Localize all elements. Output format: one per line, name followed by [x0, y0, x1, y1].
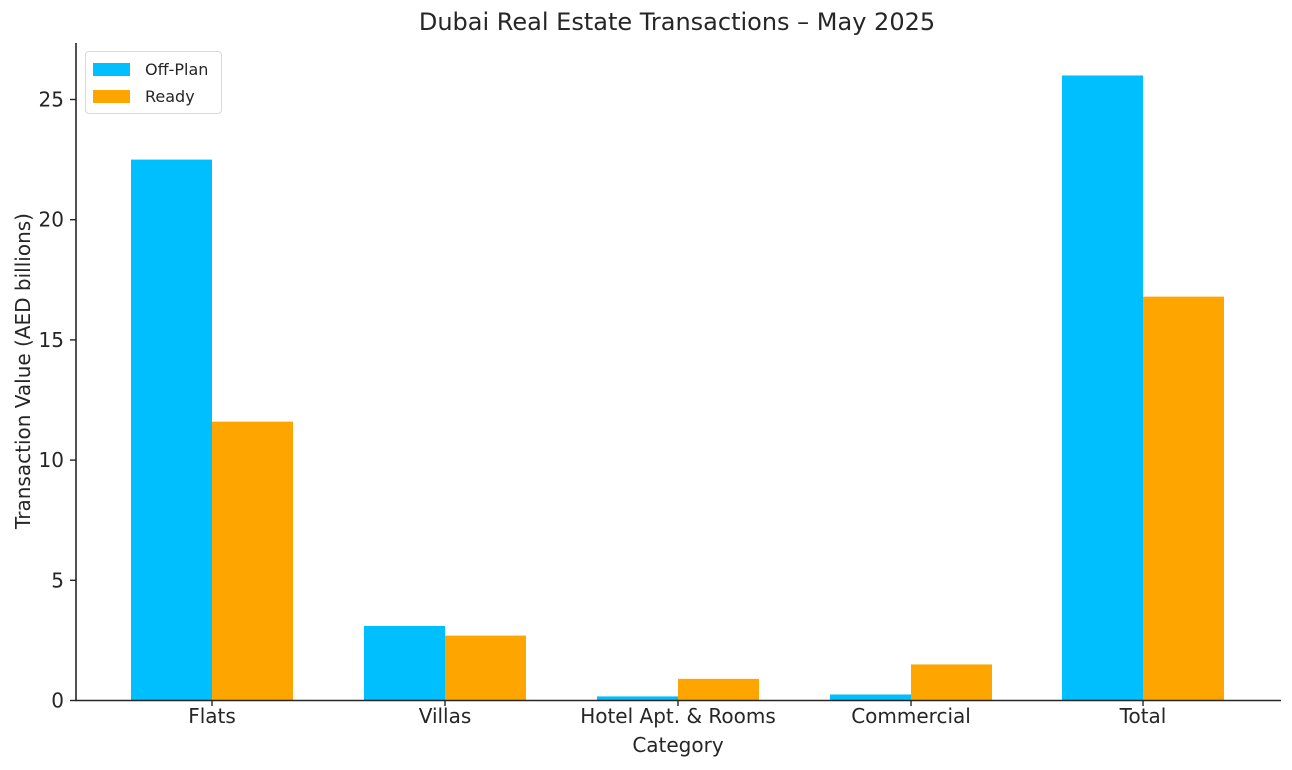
legend-item-off-plan: Off-Plan — [93, 59, 208, 79]
y-tick-label: 15 — [39, 328, 64, 352]
bar-ready-villas — [445, 635, 526, 701]
bar-ready-total — [1143, 296, 1224, 701]
y-axis-label: Transaction Value (AED billions) — [11, 213, 35, 530]
y-tick-label: 10 — [39, 448, 64, 472]
x-axis-ticks: Flats Villas Hotel Apt. & Rooms Commercial T… — [188, 700, 1166, 728]
x-axis-label: Category — [632, 733, 724, 757]
bar-off-plan-villas — [364, 625, 445, 701]
bar-ready-hotel-apt-rooms — [678, 678, 759, 701]
y-tick-label: 20 — [39, 208, 64, 232]
x-tick-label: Hotel Apt. & Rooms — [580, 704, 776, 728]
y-tick-label: 25 — [39, 88, 64, 112]
y-tick-label: 5 — [51, 568, 64, 592]
x-tick-label: Total — [1119, 704, 1167, 728]
x-tick-label: Flats — [188, 704, 236, 728]
legend-label: Ready — [145, 86, 195, 106]
x-tick-label: Villas — [419, 704, 472, 728]
legend: Off-Plan Ready — [85, 51, 222, 114]
bars-group — [131, 75, 1224, 701]
y-tick-label: 0 — [51, 689, 64, 713]
bar-off-plan-flats — [131, 159, 212, 701]
legend-swatch-ready — [93, 89, 130, 103]
x-tick-label: Commercial — [851, 704, 971, 728]
y-axis-ticks: 0 5 10 15 20 25 — [39, 88, 76, 713]
bar-off-plan-total — [1062, 75, 1143, 701]
bar-ready-commercial — [911, 664, 992, 701]
bar-ready-flats — [212, 421, 293, 701]
bar-off-plan-commercial — [830, 694, 911, 701]
bar-off-plan-hotel-apt-rooms — [597, 696, 678, 701]
legend-swatch-off-plan — [93, 62, 130, 76]
chart-title: Dubai Real Estate Transactions – May 202… — [418, 8, 936, 36]
legend-label: Off-Plan — [145, 59, 209, 79]
legend-item-ready: Ready — [93, 86, 195, 106]
